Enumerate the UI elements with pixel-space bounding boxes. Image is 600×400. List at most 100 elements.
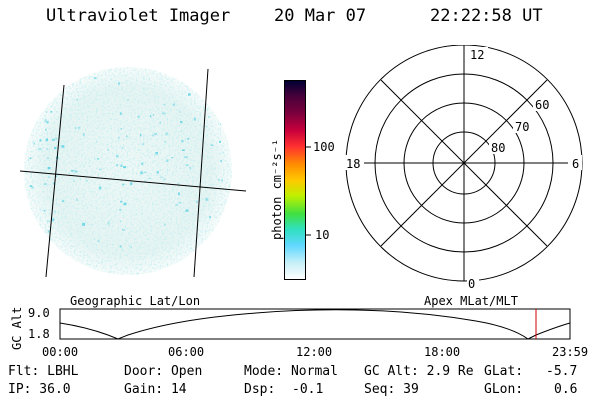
emission-speckle-dot	[177, 182, 179, 185]
emission-speckle-dot	[181, 140, 184, 143]
emission-speckle-dot	[180, 121, 183, 124]
emission-speckle-dot	[107, 221, 110, 225]
emission-speckle-dot	[71, 170, 74, 172]
emission-speckle-dot	[171, 157, 174, 159]
meridian-line-left	[45, 84, 65, 278]
emission-speckle-dot	[211, 144, 214, 146]
emission-speckle-dot	[178, 192, 180, 196]
auroral-image	[19, 67, 247, 278]
emission-speckle-dot	[116, 164, 119, 167]
emission-speckle-dot	[189, 166, 192, 170]
emission-speckle-dot	[47, 167, 51, 170]
emission-speckle-dot	[144, 180, 147, 183]
emission-speckle-dot	[175, 204, 179, 206]
emission-speckle-dot	[152, 113, 154, 116]
orbit-y-label: GC Alt	[10, 306, 24, 350]
emission-speckle-dot	[185, 156, 188, 158]
status-filter: Flt: LBHL	[8, 364, 79, 379]
emission-speckle-dot	[207, 97, 209, 100]
emission-speckle-dot	[44, 119, 48, 123]
emission-speckle-dot	[45, 138, 48, 142]
emission-speckle-dot	[28, 222, 31, 225]
emission-speckle-dot	[120, 128, 123, 130]
emission-speckle-dot	[97, 240, 100, 243]
emission-speckle-dot	[220, 159, 222, 162]
emission-speckle-dot	[52, 138, 55, 141]
emission-speckle-dot	[130, 182, 133, 186]
status-dsp-value: -0.1	[292, 382, 324, 397]
emission-speckle-dot	[173, 103, 175, 106]
emission-speckle-dot	[119, 112, 122, 116]
emission-speckle-dot	[61, 145, 65, 148]
emission-speckle-dot	[140, 133, 142, 137]
mlt-label-18: 18	[346, 157, 360, 171]
orbit-altitude-plot	[59, 308, 571, 340]
date-label: 20 Mar 07	[274, 6, 367, 26]
meridian-line-right	[193, 68, 209, 278]
emission-speckle-dot	[184, 156, 187, 158]
emission-speckle-dot	[94, 77, 97, 80]
emission-speckle-dot	[47, 157, 49, 159]
emission-speckle-dot	[188, 93, 191, 96]
emission-speckle-dot	[182, 149, 185, 151]
emission-speckle-dot	[46, 148, 48, 150]
emission-speckle-dot	[152, 134, 154, 137]
emission-speckle-dot	[180, 130, 182, 132]
emission-speckle-dot	[107, 149, 109, 151]
emission-speckle-dot	[54, 147, 57, 150]
emission-speckle-dot	[86, 179, 88, 182]
status-glon-value: 0.6	[554, 382, 578, 397]
emission-speckle-dot	[154, 132, 157, 136]
emission-speckle-dot	[54, 137, 58, 140]
emission-speckle-dot	[148, 177, 151, 179]
lat-label-80: 80	[491, 141, 505, 155]
emission-speckle-dot	[115, 155, 119, 158]
emission-speckle-dot	[163, 178, 166, 180]
emission-speckle-dot	[122, 229, 125, 231]
emission-speckle-dot	[162, 112, 166, 115]
emission-speckle-dot	[185, 209, 189, 212]
emission-speckle-dot	[222, 151, 224, 154]
colorbar-tick-10: 10	[315, 228, 330, 242]
orbit-x-tick-1200: 12:00	[296, 345, 333, 359]
colorbar-tick-marks	[306, 146, 311, 236]
mlt-label-12: 12	[470, 48, 484, 62]
emission-speckle-dot	[98, 186, 102, 190]
emission-speckle-dot	[205, 125, 208, 127]
emission-speckle-dot	[43, 183, 47, 185]
emission-speckle-dot	[119, 209, 122, 211]
emission-speckle-dot	[130, 246, 132, 249]
orbit-x-tick-1800: 18:00	[424, 345, 461, 359]
emission-speckle-dot	[33, 114, 37, 117]
emission-speckle-dot	[83, 133, 85, 136]
emission-speckle-dot	[55, 175, 57, 177]
emission-speckle-dot	[45, 128, 47, 131]
status-seq: Seq: 39	[364, 382, 419, 397]
emission-speckle-dot	[187, 138, 189, 140]
emission-speckle-dot	[160, 176, 163, 178]
emission-speckle-dot	[137, 115, 140, 118]
emission-speckle-dot	[33, 142, 36, 145]
status-glon-label: GLon:	[484, 382, 524, 397]
emission-speckle-dot	[209, 216, 211, 218]
status-mode: Mode: Normal	[244, 364, 338, 379]
emission-speckle-dot	[164, 140, 166, 143]
emission-speckle-dot	[186, 164, 189, 166]
emission-speckle-dot	[45, 102, 48, 105]
emission-speckle-dot	[50, 111, 53, 113]
emission-speckle-dot	[76, 99, 78, 101]
emission-speckle-dot	[82, 222, 85, 226]
emission-speckle-dot	[194, 117, 196, 121]
emission-speckle-dot	[31, 186, 34, 189]
emission-speckle	[24, 67, 232, 275]
emission-speckle-dot	[121, 147, 124, 149]
emission-speckle-dot	[205, 198, 209, 201]
emission-speckle-dot	[74, 170, 78, 173]
emission-speckle-dot	[78, 126, 81, 129]
polar-diagonal-2	[380, 79, 548, 247]
emission-speckle-dot	[222, 98, 224, 101]
emission-speckle-dot	[141, 162, 143, 166]
status-glat-label: GLat:	[484, 364, 524, 379]
colorbar	[284, 80, 306, 280]
emission-speckle-dot	[165, 132, 168, 136]
